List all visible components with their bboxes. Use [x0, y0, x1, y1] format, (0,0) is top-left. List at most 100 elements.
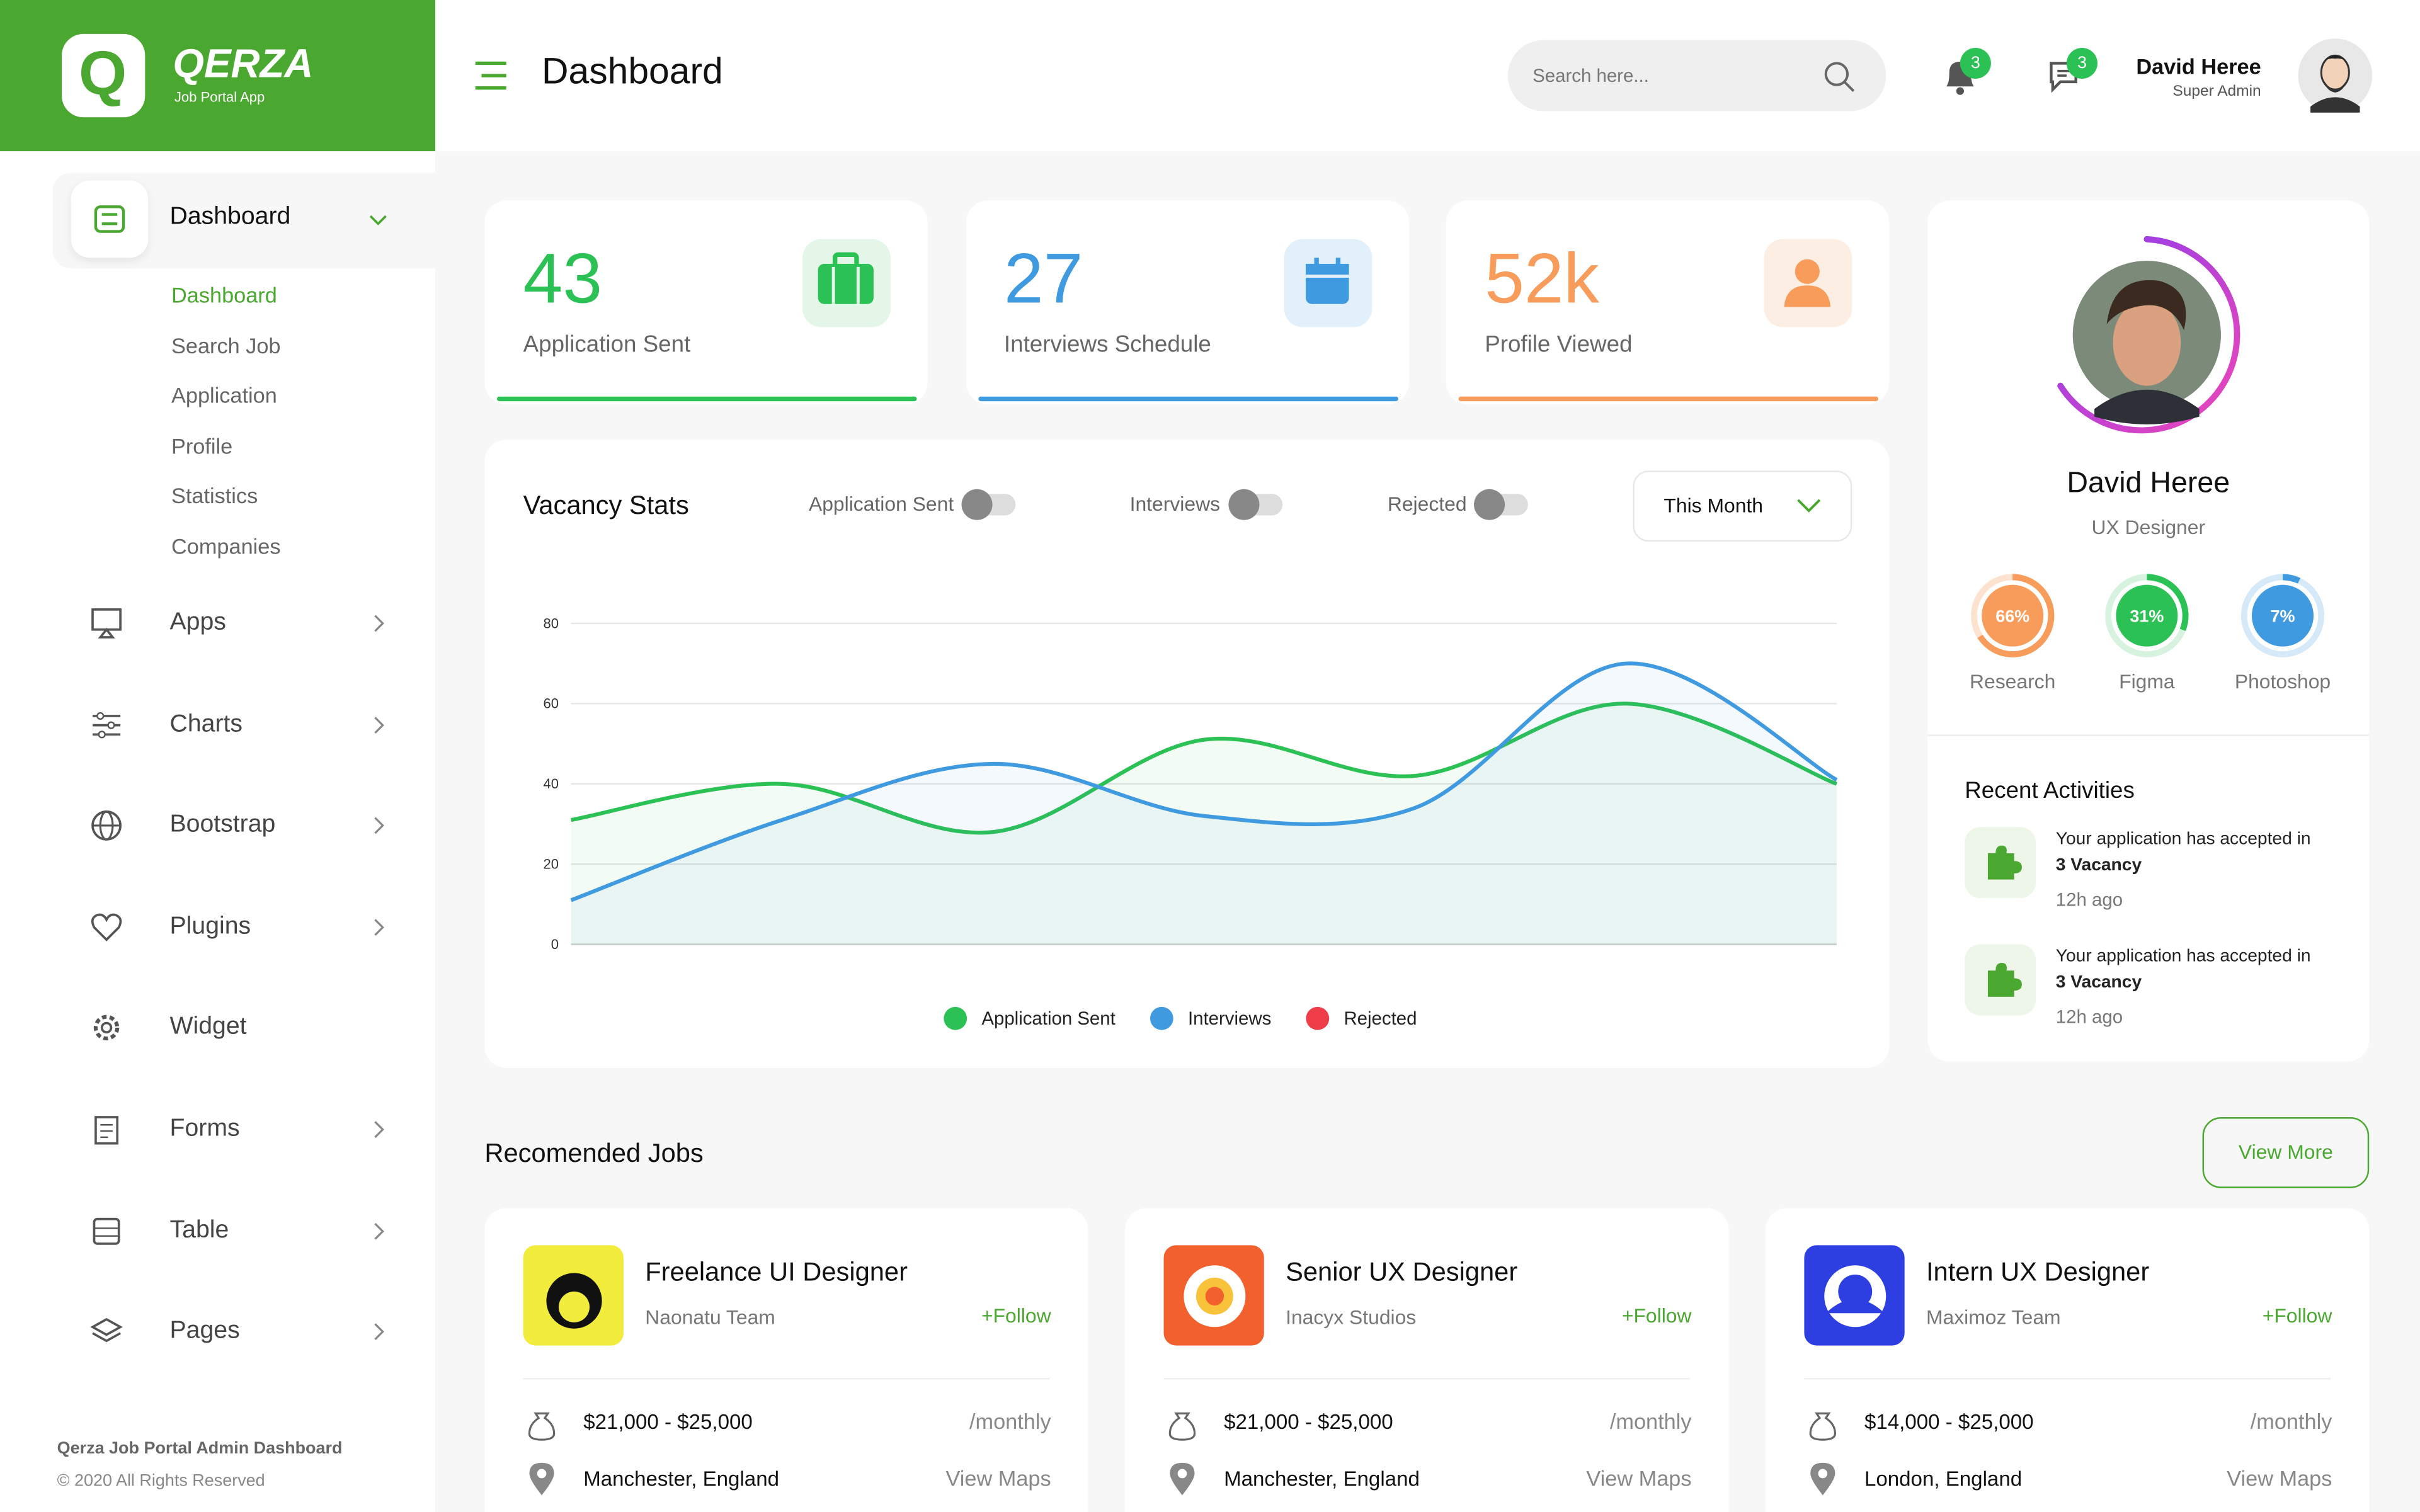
menu-item[interactable]: Pages: [169, 1318, 240, 1344]
follow[interactable]: +Follow: [1621, 1304, 1692, 1327]
toggle-label[interactable]: Interviews: [1129, 492, 1221, 516]
stat-label: Profile Viewed: [1485, 331, 1633, 358]
job-period: /monthly: [1609, 1409, 1692, 1434]
brand: QERZA: [173, 40, 314, 87]
job-company: Naonatu Team: [645, 1305, 775, 1329]
stat-value: 43: [523, 237, 603, 318]
skill-core: [2251, 584, 2314, 647]
chart-title: Vacancy Stats: [523, 491, 689, 520]
profile-card: David Heree UX Designer 66% Research 31% Fi…: [1927, 200, 2370, 1062]
toggle-label[interactable]: Rejected: [1387, 492, 1467, 516]
stat-icon: [818, 252, 874, 304]
stat-value: 27: [1003, 237, 1083, 318]
submenu-item[interactable]: Statistics: [171, 483, 258, 509]
user-name: David Heree: [2136, 54, 2261, 79]
skill-name: Photoshop: [2235, 670, 2331, 693]
menu-item[interactable]: Forms: [169, 1115, 240, 1142]
activities-title: Recent Activities: [1965, 777, 2135, 804]
submenu-item[interactable]: Profile: [171, 433, 233, 458]
job-salary: $14,000 - $25,000: [1864, 1410, 2034, 1434]
profile-role: UX Designer: [2091, 515, 2206, 539]
activity-icon: [1987, 962, 2022, 997]
menu-item[interactable]: Charts: [169, 710, 243, 737]
stat-label: Application Sent: [523, 331, 691, 358]
menu-item[interactable]: Widget: [169, 1014, 247, 1041]
submenu-item[interactable]: Companies: [171, 533, 281, 559]
job-logo-mark: [546, 1273, 602, 1329]
header: [435, 0, 2420, 152]
job-company: Maximoz Team: [1926, 1305, 2061, 1329]
chevron: [374, 1121, 384, 1138]
menu-item[interactable]: Table: [169, 1217, 229, 1243]
location-icon: [529, 1462, 554, 1496]
message-badge: 3: [2066, 47, 2098, 79]
view-maps[interactable]: View Maps: [2227, 1465, 2332, 1491]
line: [570, 661, 1838, 902]
stat-bar: [1458, 396, 1879, 402]
job-logo-mark: [1824, 1265, 1886, 1327]
stat-label: Interviews Schedule: [1003, 331, 1211, 358]
salary-icon: [1809, 1412, 1836, 1441]
stat-bar: [978, 396, 1398, 402]
profile-photo: [2057, 236, 2240, 434]
job-title[interactable]: Senior UX Designer: [1286, 1257, 1518, 1287]
y-tick-label: 20: [543, 856, 559, 872]
view-maps[interactable]: View Maps: [1586, 1465, 1692, 1491]
submenu-item[interactable]: Dashboard: [171, 282, 277, 307]
menu-icon: [91, 810, 122, 841]
stat-value: 52k: [1485, 237, 1599, 318]
submenu-item[interactable]: Search Job: [171, 333, 281, 358]
skill-arc: [2147, 574, 2189, 632]
notification-badge: 3: [1960, 47, 1991, 79]
skill-value: 7%: [2271, 606, 2295, 625]
view-maps[interactable]: View Maps: [945, 1465, 1051, 1491]
activity-bold: 3 Vacancy: [2055, 856, 2142, 875]
stat-icon: [1304, 258, 1349, 304]
legend-label: Interviews: [1188, 1008, 1271, 1029]
profile-name: David Heree: [2067, 467, 2230, 500]
skill-name: Research: [1970, 670, 2055, 693]
toggle-label[interactable]: Application Sent: [808, 492, 954, 516]
menu-item[interactable]: Apps: [169, 609, 226, 636]
follow[interactable]: +Follow: [2262, 1304, 2332, 1327]
page-title: Dashboard: [542, 50, 723, 93]
activity-time: 12h ago: [2055, 889, 2123, 911]
job-location: Manchester, England: [1224, 1467, 1420, 1491]
follow[interactable]: +Follow: [981, 1304, 1051, 1327]
period-dropdown[interactable]: This Month: [1633, 470, 1852, 542]
stat-bar: [496, 396, 917, 402]
menu-item[interactable]: Bootstrap: [169, 812, 276, 838]
skill-name: Figma: [2119, 670, 2175, 693]
job-period: /monthly: [969, 1409, 1051, 1434]
submenu-item[interactable]: Application: [171, 383, 277, 408]
activity-time: 12h ago: [2055, 1006, 2123, 1028]
location-icon: [1170, 1462, 1195, 1496]
menu-toggle[interactable]: [472, 59, 510, 93]
activity-text: Your application has accepted in: [2055, 830, 2311, 849]
y-tick-label: 0: [551, 936, 559, 952]
job-title[interactable]: Intern UX Designer: [1926, 1257, 2150, 1287]
activity-icon: [1987, 845, 2022, 880]
active-menu[interactable]: Dashboard: [52, 173, 435, 269]
salary-icon: [528, 1412, 556, 1441]
job-period: /monthly: [2250, 1409, 2332, 1434]
user-avatar[interactable]: [2298, 38, 2373, 113]
job-title[interactable]: Freelance UI Designer: [645, 1257, 908, 1287]
menu-item[interactable]: Plugins: [169, 913, 251, 940]
search-placeholder: Search here...: [1532, 64, 1649, 87]
view-more-button[interactable]: View More: [2202, 1117, 2370, 1188]
toggle-knob: [1474, 489, 1505, 520]
legend-label: Application Sent: [981, 1008, 1115, 1029]
line: [571, 702, 1837, 835]
logo[interactable]: Q: [62, 33, 146, 118]
jobs-title: Recomended Jobs: [484, 1139, 704, 1168]
legend-dot: [1306, 1006, 1330, 1030]
toggle-knob: [961, 489, 993, 520]
search-box[interactable]: Search here...: [1507, 40, 1886, 111]
menu-icon: [91, 608, 122, 639]
job-salary: $21,000 - $25,000: [1224, 1410, 1393, 1434]
menu-icon: [93, 711, 121, 738]
chevron: [374, 716, 384, 734]
skill-arc: [1977, 574, 2055, 657]
legend-dot: [944, 1006, 967, 1030]
